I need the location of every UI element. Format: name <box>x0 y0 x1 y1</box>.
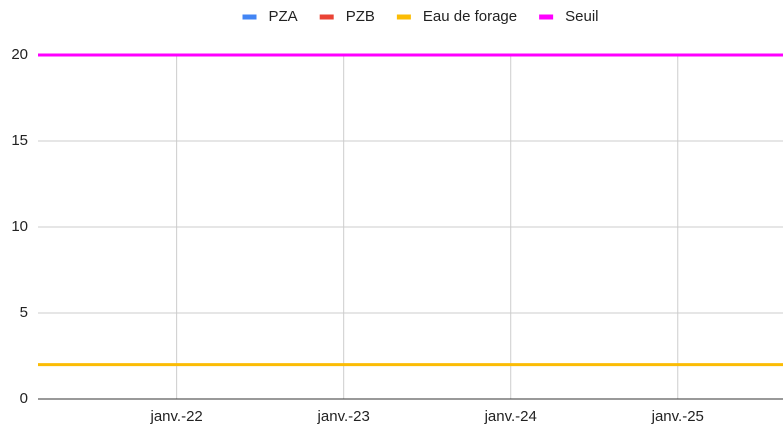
y-tick-label: 10 <box>11 218 28 235</box>
x-tick-label: janv.-22 <box>150 408 203 425</box>
legend-label: PZA <box>269 8 298 25</box>
y-tick-label: 15 <box>11 132 28 149</box>
legend-label: Seuil <box>565 8 598 25</box>
y-tick-label: 20 <box>11 46 28 63</box>
legend-swatch <box>539 14 554 20</box>
legend-swatch <box>242 14 257 20</box>
x-tick-label: janv.-24 <box>484 408 537 425</box>
y-tick-label: 0 <box>20 390 28 407</box>
legend-label: PZB <box>346 8 375 25</box>
x-tick-label: janv.-23 <box>317 408 370 425</box>
legend-label: Eau de forage <box>423 8 517 25</box>
legend-swatch <box>319 14 334 20</box>
y-tick-label: 5 <box>20 304 28 321</box>
legend-swatch <box>396 14 411 20</box>
x-tick-label: janv.-25 <box>651 408 704 425</box>
